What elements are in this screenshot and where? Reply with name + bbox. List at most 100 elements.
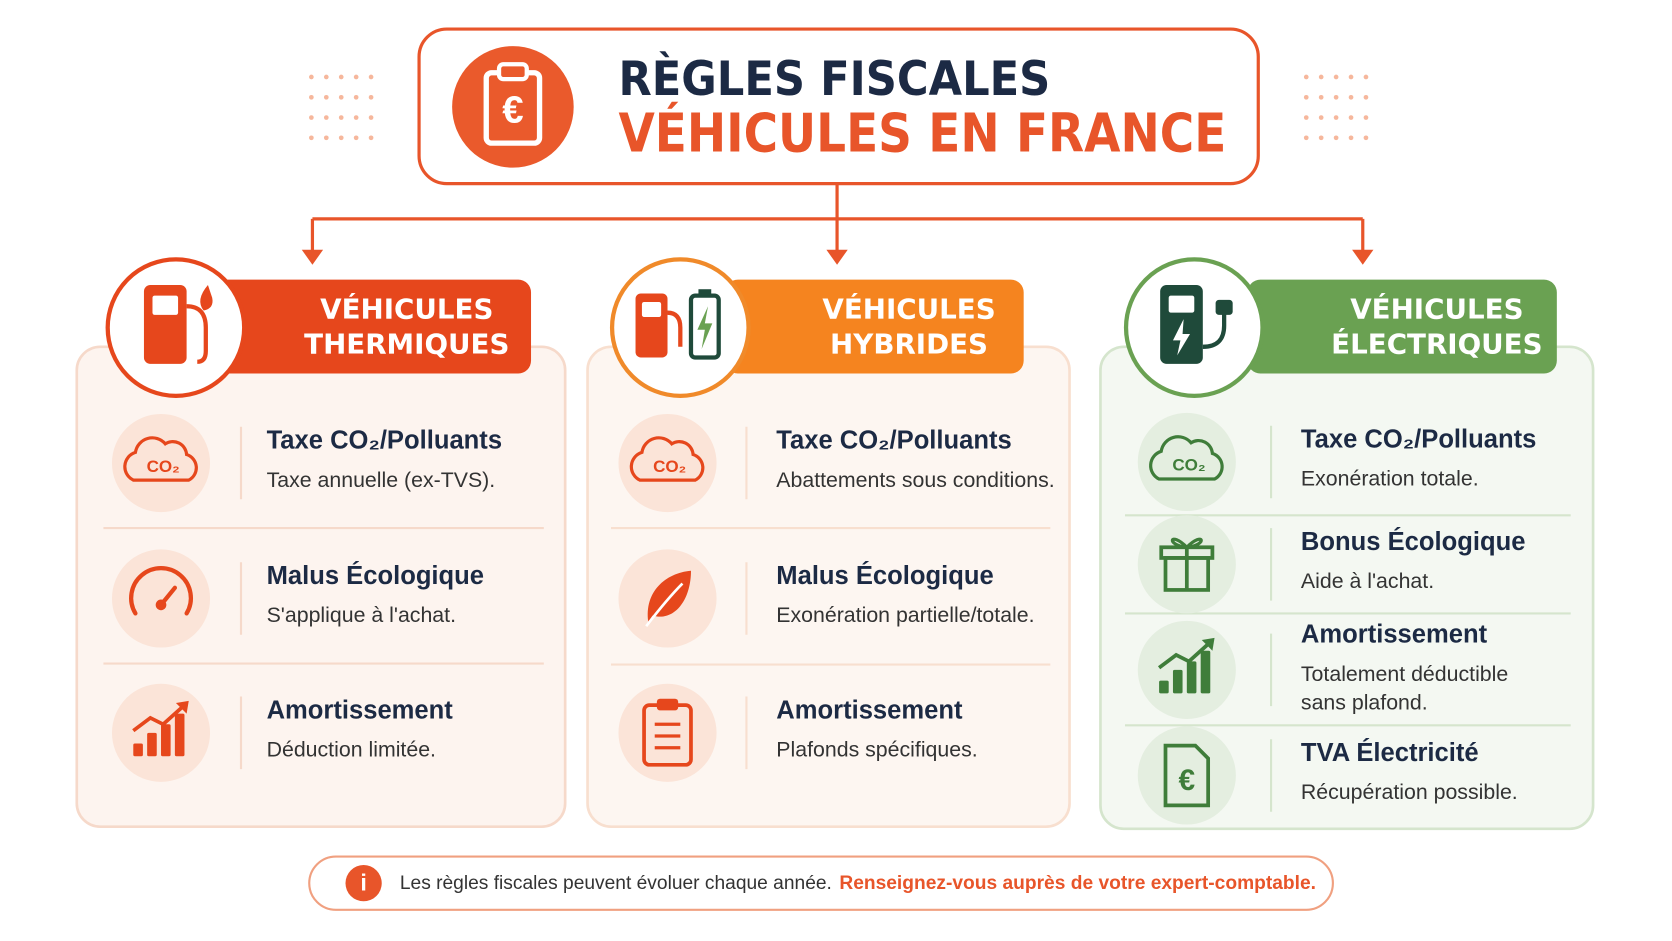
arrowheads (301, 249, 1374, 265)
rule-item: Amortissement Totalement déductible sans p… (1137, 621, 1508, 719)
footer-text: Les règles fiscales peuvent évoluer chaq… (400, 873, 1316, 894)
bolt (1172, 319, 1191, 356)
item-description: Totalement déductible (1301, 662, 1508, 686)
item-description: sans plafond. (1301, 691, 1428, 715)
decor-dot (1318, 135, 1324, 141)
rule-item: Bonus Écologique Aide à l'achat. (1137, 515, 1526, 614)
decor-dot (1303, 94, 1309, 100)
info-icon (345, 865, 382, 902)
bar-icon (133, 743, 143, 757)
bar-icon (1200, 650, 1211, 694)
item-description: Exonération totale. (1301, 467, 1479, 491)
decor-dot (368, 94, 374, 100)
bar-icon (174, 713, 185, 757)
leaf-vein (645, 582, 684, 627)
cloud (1149, 435, 1224, 481)
decor-dot (323, 135, 329, 141)
rule-item: CO₂ Taxe CO₂/Polluants Taxe annuelle (ex-T… (111, 413, 502, 513)
title-line-2: VÉHICULES EN FRANCE (618, 101, 1226, 164)
bow (1170, 537, 1203, 549)
cable (1202, 310, 1227, 349)
item-description: Exonération partielle/totale. (776, 603, 1034, 627)
item-title: Taxe CO₂/Polluants (776, 426, 1011, 454)
cloud (629, 436, 705, 482)
item-icon-bg (111, 549, 211, 648)
decor-dot (1348, 74, 1354, 80)
decor-dot (1348, 94, 1354, 100)
item-description: Aide à l'achat. (1301, 569, 1434, 593)
item-description: S'applique à l'achat. (267, 603, 456, 627)
decor-dot (309, 115, 314, 120)
bar-icon (147, 732, 157, 757)
decor-dot (1363, 115, 1369, 120)
rule-item: Amortissement Plafonds spécifiques. (618, 683, 978, 782)
rule-item: Malus Écologique Exonération partielle/to… (618, 549, 1035, 648)
header-icon (452, 46, 574, 168)
decor-dot (353, 94, 359, 100)
bolt (697, 306, 713, 349)
decor-dot (309, 94, 314, 100)
item-description: Déduction limitée. (267, 738, 436, 762)
euro-symbol: € (1179, 764, 1196, 797)
item-title: Amortissement (1301, 621, 1488, 649)
charger-window (1168, 295, 1195, 313)
item-title: Malus Écologique (776, 561, 993, 590)
decor-dot (1333, 94, 1339, 100)
decor-dot (1333, 135, 1339, 141)
decor-dot (323, 115, 329, 120)
decor-dot (1363, 135, 1369, 141)
item-description: Abattements sous conditions. (776, 468, 1054, 492)
decor-dot (1348, 115, 1354, 120)
hose (667, 310, 683, 347)
rule-item: € TVA Électricité Récupération possible. (1137, 726, 1518, 825)
decor-dot (1303, 74, 1309, 80)
trend-head (1201, 637, 1215, 651)
cloud (123, 436, 198, 482)
connectors (310, 183, 1365, 252)
clip (656, 698, 679, 711)
item-icon-bg (111, 413, 211, 513)
decor-dot (368, 135, 374, 141)
decor-dot (338, 135, 344, 141)
decor-dot (1363, 74, 1369, 80)
bar-icon (1159, 680, 1169, 694)
info-symbol: i (360, 869, 367, 895)
rule-item: Malus Écologique S'applique à l'achat. (111, 549, 484, 648)
item-title: Malus Écologique (267, 561, 484, 590)
rule-item: CO₂ Taxe CO₂/Polluants Exonération totale. (1137, 412, 1536, 512)
trend-head (175, 700, 189, 714)
item-title: Amortissement (267, 696, 454, 724)
battery-cap (698, 289, 712, 296)
title-line-1: RÈGLES FISCALES (618, 52, 1050, 107)
decor-dot (1348, 135, 1354, 141)
document (1163, 743, 1211, 808)
bar-icon (1172, 669, 1183, 694)
column-title: THERMIQUES (304, 328, 509, 361)
item-title: Amortissement (776, 696, 963, 724)
decor-dot (1318, 74, 1324, 80)
decor-dot (1333, 74, 1339, 80)
item-description: Taxe annuelle (ex-TVS). (267, 468, 496, 492)
co2-label: CO₂ (653, 457, 686, 476)
item-description: Plafonds spécifiques. (776, 738, 977, 762)
column-header (1247, 279, 1557, 374)
column-title: VÉHICULES (320, 292, 493, 326)
rule-item: Amortissement Déduction limitée. (111, 683, 454, 782)
footer-box (308, 855, 1334, 911)
co2-label: CO₂ (147, 457, 180, 476)
item-icon-bg (1137, 412, 1236, 512)
item-title: Taxe CO₂/Polluants (1301, 425, 1536, 453)
item-title: TVA Électricité (1301, 738, 1479, 767)
item-title: Bonus Écologique (1301, 527, 1526, 556)
column-header (213, 279, 532, 374)
pump-window (152, 295, 179, 315)
header-icon-symbol: € (502, 88, 523, 131)
item-description: Récupération possible. (1301, 780, 1518, 804)
decor-dot (1333, 115, 1339, 120)
rule-item: CO₂ Taxe CO₂/Polluants Abattements sous co… (618, 413, 1055, 513)
decor-dot (338, 115, 344, 120)
decor-dot (323, 74, 329, 80)
